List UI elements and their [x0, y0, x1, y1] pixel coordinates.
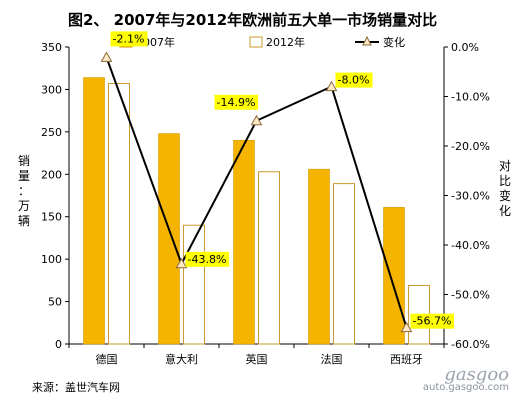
x-category-label: 意大利 [165, 352, 198, 366]
bar-2007 [158, 133, 180, 345]
watermark: gasgoo auto.gasgoo.com [423, 364, 509, 393]
y2-tick-label: -50.0% [451, 289, 490, 302]
y-axis-title: 销量：万辆 [18, 154, 30, 228]
y-tick-label: 100 [41, 253, 62, 266]
data-label-bg [110, 31, 148, 47]
change-point-marker [100, 51, 113, 62]
change-point-marker [250, 114, 263, 126]
y-tick-label: 250 [41, 126, 62, 139]
y2-tick-label: -60.0% [451, 338, 490, 351]
data-label: -14.9% [217, 96, 256, 109]
legend-marker [362, 35, 372, 46]
y-tick-label: 200 [41, 168, 62, 181]
y-tick-label: 0 [55, 338, 62, 351]
y2-tick-label: -30.0% [451, 190, 490, 203]
data-labels: -2.1% -43.8% -14.9% -8.0% -56.7% [110, 31, 455, 329]
x-category-label: 法国 [321, 352, 343, 366]
y-tick-label: 150 [41, 211, 62, 224]
watermark-logo: gasgoo [444, 364, 509, 385]
y2-tick-label: -40.0% [451, 239, 490, 252]
legend-label: 变化 [383, 35, 405, 49]
legend-swatch [249, 36, 263, 48]
bar-2007 [233, 140, 255, 345]
data-label: -2.1% [113, 32, 145, 45]
change-line [100, 51, 413, 333]
y2-tick-label: 0.0% [451, 41, 479, 54]
x-category-label: 英国 [246, 352, 268, 366]
change-point-marker [175, 257, 188, 269]
data-label-bg [410, 313, 455, 329]
x-category-label: 西班牙 [390, 353, 423, 366]
bar-2012 [108, 82, 130, 345]
bar-2007 [83, 77, 105, 345]
bar-2007 [383, 207, 405, 345]
data-label-bg [214, 94, 259, 110]
y-tick-label: 50 [48, 296, 62, 309]
source-note: 来源：盖世汽车网 [32, 381, 120, 394]
y-tick-label: 350 [41, 41, 62, 54]
y2-tick-label: -20.0% [451, 140, 490, 153]
data-label: -8.0% [338, 74, 370, 87]
axes: 0 50 100 150 200 250 300 350 0.0% -10.0% -20.0% -30… [18, 41, 511, 366]
data-label: -56.7% [413, 315, 452, 328]
bar-2012 [258, 171, 280, 345]
y-tick-label: 300 [41, 83, 62, 96]
y2-axis-title: 对比变化 [499, 159, 511, 218]
bar-2012 [333, 183, 355, 345]
bar-2012 [183, 224, 205, 345]
x-category-label: 德国 [96, 352, 118, 366]
data-label: -43.8% [188, 253, 227, 266]
change-point-marker [400, 321, 413, 333]
change-point-marker [325, 80, 338, 92]
legend: 2007年 2012年 变化 [119, 35, 405, 49]
bars [83, 77, 430, 345]
data-label-bg [335, 72, 373, 88]
bar-2007 [308, 168, 330, 345]
data-label-bg [185, 251, 230, 267]
y2-tick-label: -10.0% [451, 91, 490, 104]
chart-title: 图2、 2007年与2012年欧洲前五大单一市场销量对比 [68, 11, 437, 29]
watermark-url: auto.gasgoo.com [422, 382, 509, 393]
legend-label: 2012年 [266, 35, 305, 49]
